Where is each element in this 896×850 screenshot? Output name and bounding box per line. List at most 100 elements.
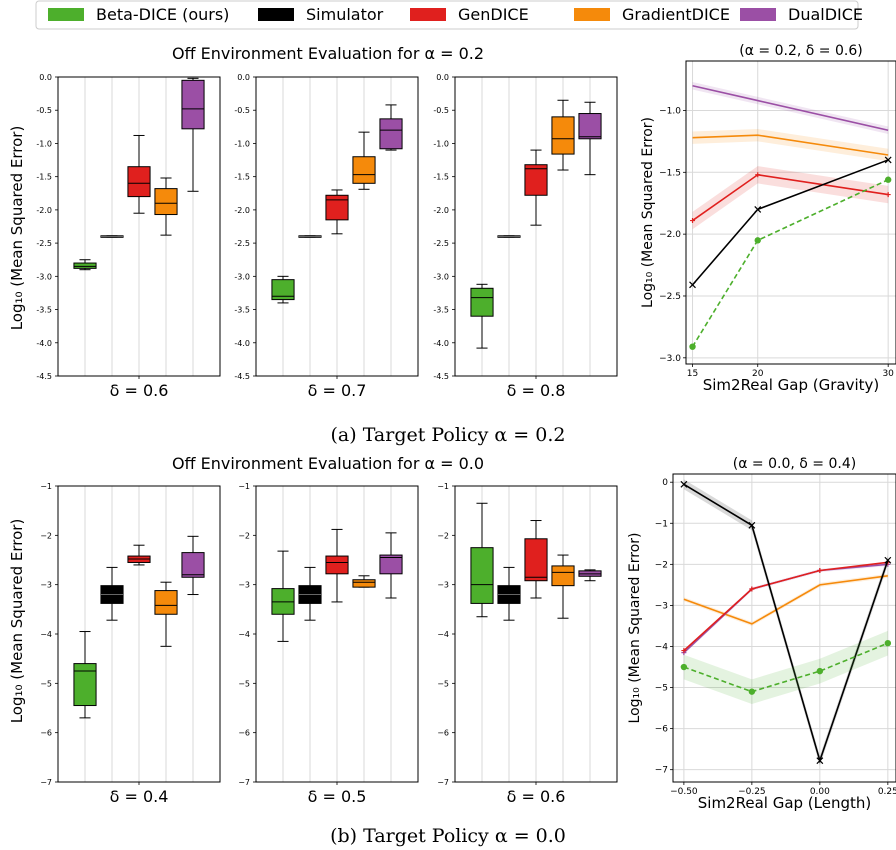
marker-x bbox=[754, 205, 762, 213]
y-tick-label: -4.5 bbox=[36, 372, 52, 381]
box-body bbox=[154, 590, 178, 615]
series-line bbox=[683, 575, 888, 625]
box-body bbox=[551, 565, 575, 587]
marker-dot bbox=[680, 663, 688, 671]
marker-plus bbox=[755, 172, 761, 178]
panel-b-title: Off Environment Evaluation for α = 0.0 bbox=[172, 454, 484, 473]
box-gendice bbox=[524, 149, 548, 226]
y-tick-label: −2 bbox=[655, 560, 668, 570]
box-gendice bbox=[325, 528, 349, 603]
y-tick-label: −2.0 bbox=[659, 230, 681, 240]
box-gradientdice bbox=[352, 575, 376, 588]
marker-plus bbox=[681, 648, 687, 654]
marker-dot bbox=[816, 667, 824, 675]
confidence-band bbox=[683, 630, 888, 704]
box-gradientdice bbox=[352, 131, 376, 190]
box-body bbox=[578, 113, 602, 140]
box-body bbox=[551, 116, 575, 155]
marker-dot bbox=[754, 237, 761, 244]
legend-label-beta: Beta-DICE (ours) bbox=[96, 5, 229, 24]
box-beta bbox=[470, 283, 494, 349]
box-body bbox=[470, 287, 494, 317]
y-tick-label: −1 bbox=[655, 519, 668, 529]
box-body bbox=[73, 663, 97, 707]
marker-dot bbox=[884, 176, 892, 183]
y-tick-label: −3 bbox=[655, 601, 668, 611]
box-gendice bbox=[325, 189, 349, 235]
marker-plus bbox=[817, 568, 823, 574]
y-tick-label: -0.5 bbox=[433, 106, 449, 115]
box-simulator bbox=[298, 235, 322, 238]
legend-label-gendice: GenDICE bbox=[458, 5, 529, 24]
box-beta bbox=[271, 550, 295, 642]
box-beta bbox=[73, 259, 97, 271]
y-tick-label: −7 bbox=[655, 766, 668, 776]
y-tick-label: -2.5 bbox=[36, 239, 52, 248]
series-simulator bbox=[689, 156, 892, 289]
series-gendice bbox=[690, 166, 891, 230]
y-tick-label: −4 bbox=[437, 630, 449, 639]
y-tick-label: −6 bbox=[655, 725, 669, 735]
y-tick-label: −3 bbox=[40, 581, 52, 590]
y-tick-label: -2.0 bbox=[36, 206, 52, 215]
boxplot-b-delta-0-6: −1 −2 −3 −4 −5 −6 −7 δ = 0.6 bbox=[437, 482, 618, 806]
x-axis-label: δ = 0.7 bbox=[308, 381, 367, 400]
panel-b-caption: (b) Target Policy α = 0.0 bbox=[330, 825, 566, 847]
legend: Beta-DICE (ours) Simulator GenDICE Gradi… bbox=[35, 0, 863, 30]
box-body bbox=[352, 156, 376, 184]
y-tick-label: −5 bbox=[238, 679, 250, 688]
legend-swatch-gradientdice bbox=[574, 8, 610, 21]
panel-b-ylabel: Log₁₀ (Mean Squared Error) bbox=[8, 519, 26, 724]
box-body bbox=[73, 262, 97, 269]
y-tick-label: −5 bbox=[40, 679, 52, 688]
boxplot-b-delta-0-5: −1 −2 −3 −4 −5 −6 −7 δ = 0.5 bbox=[238, 482, 419, 806]
x-axis-label: δ = 0.6 bbox=[507, 787, 566, 806]
box-body bbox=[325, 555, 349, 575]
marker-x bbox=[816, 757, 824, 765]
y-tick-label: -2.0 bbox=[234, 206, 250, 215]
series-line bbox=[692, 84, 889, 132]
box-dualdice bbox=[379, 104, 403, 151]
y-tick-label: -4.0 bbox=[433, 339, 449, 348]
series-line bbox=[683, 483, 889, 764]
y-tick-label: -3.0 bbox=[36, 272, 52, 281]
y-tick-label: −1 bbox=[40, 482, 52, 491]
x-tick-label: 15 bbox=[687, 369, 698, 379]
series-line bbox=[683, 642, 889, 693]
y-tick-label: -2.5 bbox=[234, 239, 250, 248]
box-simulator bbox=[100, 235, 124, 238]
y-axis-label: Log₁₀ (Mean Squared Error) bbox=[640, 117, 656, 308]
box-body bbox=[181, 79, 205, 130]
boxplot-a-delta-0-8: 0.0 -0.5 -1.0 -1.5 -2.0 -2.5 -3.0 -3.5 -4.0 -4.5 δ… bbox=[433, 73, 618, 400]
y-tick-label: −7 bbox=[437, 778, 449, 787]
y-tick-label: -3.0 bbox=[433, 272, 449, 281]
y-tick-label: −1 bbox=[437, 482, 449, 491]
box-gendice bbox=[127, 544, 151, 566]
plot-frame bbox=[685, 60, 896, 365]
y-tick-label: -4.0 bbox=[234, 339, 250, 348]
box-dualdice bbox=[181, 535, 205, 596]
plot-area bbox=[686, 61, 896, 364]
box-dualdice bbox=[578, 101, 602, 176]
y-tick-label: -1.0 bbox=[234, 139, 250, 148]
boxplot-a-delta-0-7: 0.0 -0.5 -1.0 -1.5 -2.0 -2.5 -3.0 -3.5 -4.0 -4.5 δ… bbox=[234, 73, 419, 400]
series-line bbox=[683, 561, 888, 652]
box-gradientdice bbox=[154, 581, 178, 647]
y-tick-label: -4.5 bbox=[234, 372, 250, 381]
x-axis-label: δ = 0.5 bbox=[308, 787, 367, 806]
y-tick-label: -3.5 bbox=[433, 306, 449, 315]
y-tick-label: −3 bbox=[437, 581, 449, 590]
box-body bbox=[524, 164, 548, 196]
y-tick-label: −5 bbox=[655, 684, 668, 694]
box-body bbox=[470, 547, 494, 604]
legend-label-dualdice: DualDICE bbox=[788, 5, 863, 24]
box-simulator bbox=[100, 566, 124, 621]
marker-plus bbox=[690, 218, 696, 224]
box-gradientdice bbox=[551, 554, 575, 619]
y-tick-label: −2 bbox=[40, 531, 52, 540]
panel-a-ylabel: Log₁₀ (Mean Squared Error) bbox=[8, 126, 26, 331]
boxplot-b-delta-0-4: −1 −2 −3 −4 −5 −6 −7 δ = 0.4 bbox=[40, 482, 221, 806]
y-tick-label: −1 bbox=[238, 482, 250, 491]
box-body bbox=[154, 188, 178, 216]
